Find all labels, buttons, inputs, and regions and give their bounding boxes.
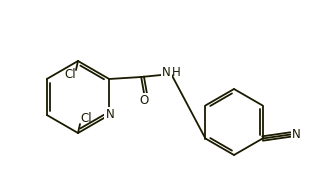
Text: N: N (106, 108, 115, 122)
Text: O: O (140, 94, 149, 108)
Text: N: N (292, 128, 301, 141)
Text: H: H (172, 66, 181, 79)
Text: N: N (162, 66, 171, 79)
Text: Cl: Cl (64, 69, 76, 81)
Text: Cl: Cl (80, 113, 92, 126)
